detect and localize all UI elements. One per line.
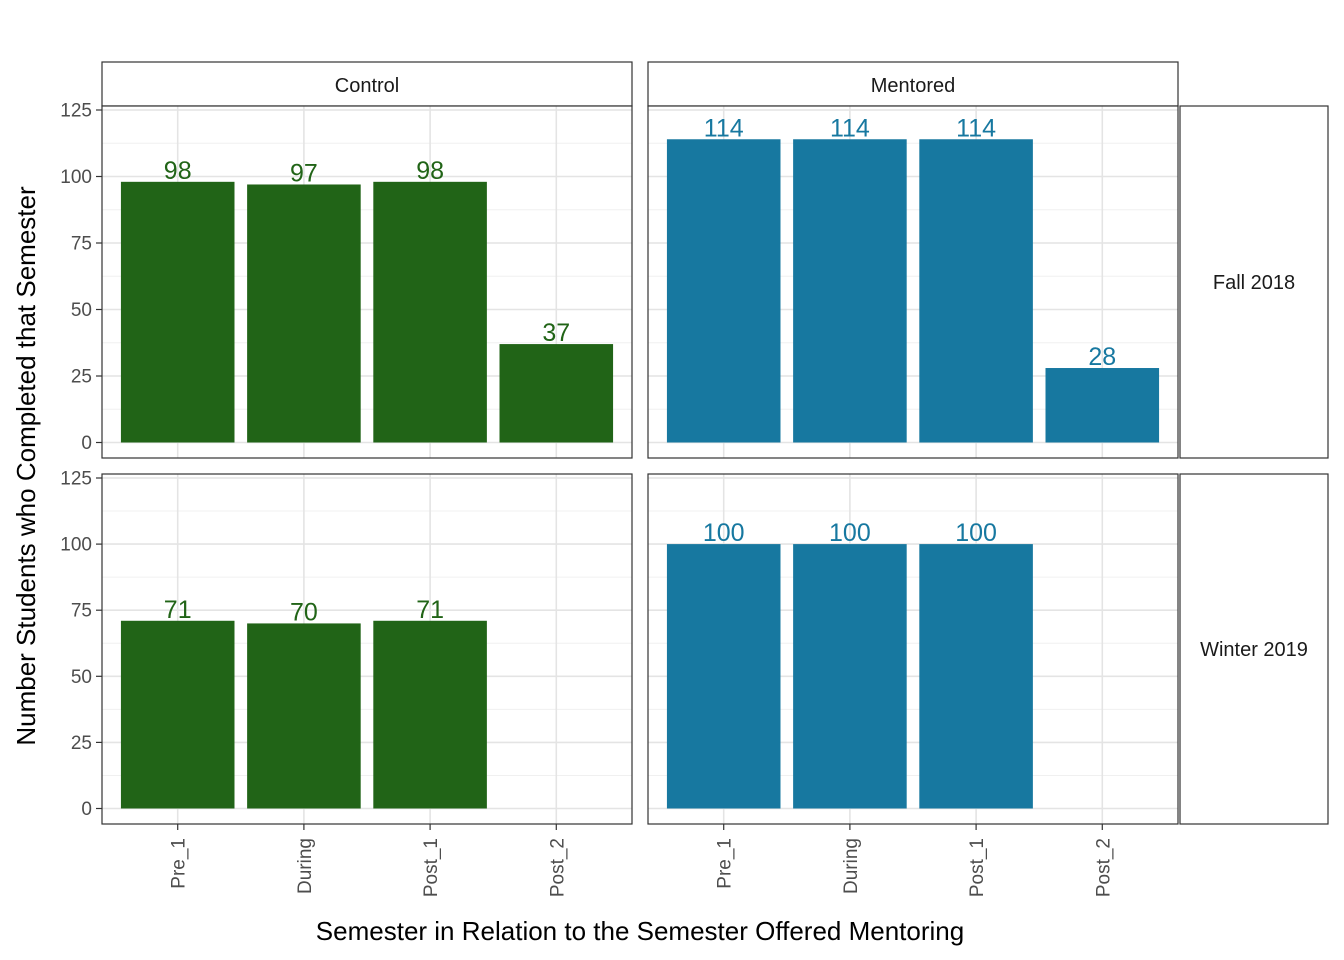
y-tick-label: 50 — [71, 300, 92, 321]
column-strip — [647, 61, 1179, 107]
bar-value-label: 97 — [290, 159, 318, 187]
bar-value-label: 98 — [164, 157, 192, 185]
bar — [1045, 368, 1160, 443]
column-strip — [101, 61, 633, 107]
bar — [499, 344, 614, 443]
bar-value-label: 100 — [955, 519, 997, 547]
bar — [120, 620, 235, 809]
y-tick-label: 100 — [60, 167, 92, 188]
panel-border — [101, 473, 633, 825]
bar-value-label: 114 — [830, 114, 870, 142]
bar — [666, 544, 781, 809]
row-strip-label: Fall 2018 — [1213, 272, 1295, 294]
x-tick-label: Pre_1 — [715, 838, 736, 889]
y-tick-label: 125 — [60, 469, 92, 490]
x-tick-label: During — [295, 838, 316, 894]
bar — [247, 184, 361, 443]
column-strip-label: Control — [335, 75, 399, 97]
bar-value-label: 114 — [956, 114, 996, 142]
x-tick-label: Post_2 — [547, 838, 568, 897]
column-strip-label: Mentored — [871, 75, 956, 97]
bar-value-label: 70 — [290, 598, 318, 626]
row-strip-label: Winter 2019 — [1200, 639, 1308, 661]
y-tick-label: 75 — [71, 601, 92, 622]
bar — [247, 623, 361, 809]
y-axis-title: Number Students who Completed that Semes… — [11, 186, 41, 746]
bar — [919, 544, 1033, 809]
row-strip — [1179, 473, 1329, 825]
y-tick-label: 100 — [60, 535, 92, 556]
bar-value-label: 98 — [416, 157, 444, 185]
bar-value-label: 100 — [829, 519, 871, 547]
bar — [373, 181, 487, 443]
bar — [666, 139, 781, 443]
bar-value-label: 114 — [704, 114, 744, 142]
panel-border — [101, 105, 633, 459]
panel-border — [647, 473, 1179, 825]
bar-value-label: 28 — [1088, 343, 1116, 371]
bar-value-label: 100 — [703, 519, 745, 547]
y-tick-label: 25 — [71, 367, 92, 388]
y-tick-label: 0 — [81, 433, 92, 454]
y-tick-label: 25 — [71, 733, 92, 754]
x-tick-label: Post_2 — [1093, 838, 1114, 897]
bar — [919, 139, 1033, 443]
y-tick-label: 125 — [60, 101, 92, 122]
x-tick-label: Post_1 — [421, 838, 442, 897]
x-tick-label: During — [841, 838, 862, 894]
bar-value-label: 71 — [164, 596, 192, 624]
x-tick-label: Pre_1 — [169, 838, 190, 889]
bar — [120, 181, 235, 443]
y-tick-label: 50 — [71, 667, 92, 688]
bar — [373, 620, 487, 809]
x-tick-label: Post_1 — [967, 838, 988, 897]
panel-border — [647, 105, 1179, 459]
y-tick-label: 75 — [71, 234, 92, 255]
y-tick-label: 0 — [81, 799, 92, 820]
bar-value-label: 71 — [416, 596, 444, 624]
bar — [793, 139, 907, 443]
bar — [793, 544, 907, 809]
bar-value-label: 37 — [542, 319, 570, 347]
row-strip — [1179, 105, 1329, 459]
x-axis-title: Semester in Relation to the Semester Off… — [316, 916, 964, 946]
